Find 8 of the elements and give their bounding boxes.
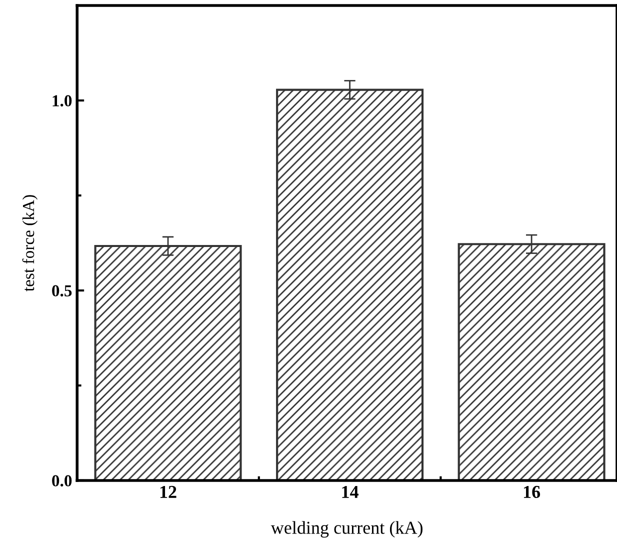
y-tick-label: 0.5 (52, 285, 72, 296)
x-tick-label: 12 (160, 486, 176, 498)
y-axis-title: test force (kA) (22, 195, 38, 292)
y-tick-label: 0.0 (52, 475, 72, 486)
x-tick-label: 14 (342, 486, 358, 498)
x-axis-title: welding current (kA) (270, 521, 422, 538)
y-tick-label: 1.0 (52, 95, 72, 106)
x-tick-label: 16 (524, 486, 540, 498)
